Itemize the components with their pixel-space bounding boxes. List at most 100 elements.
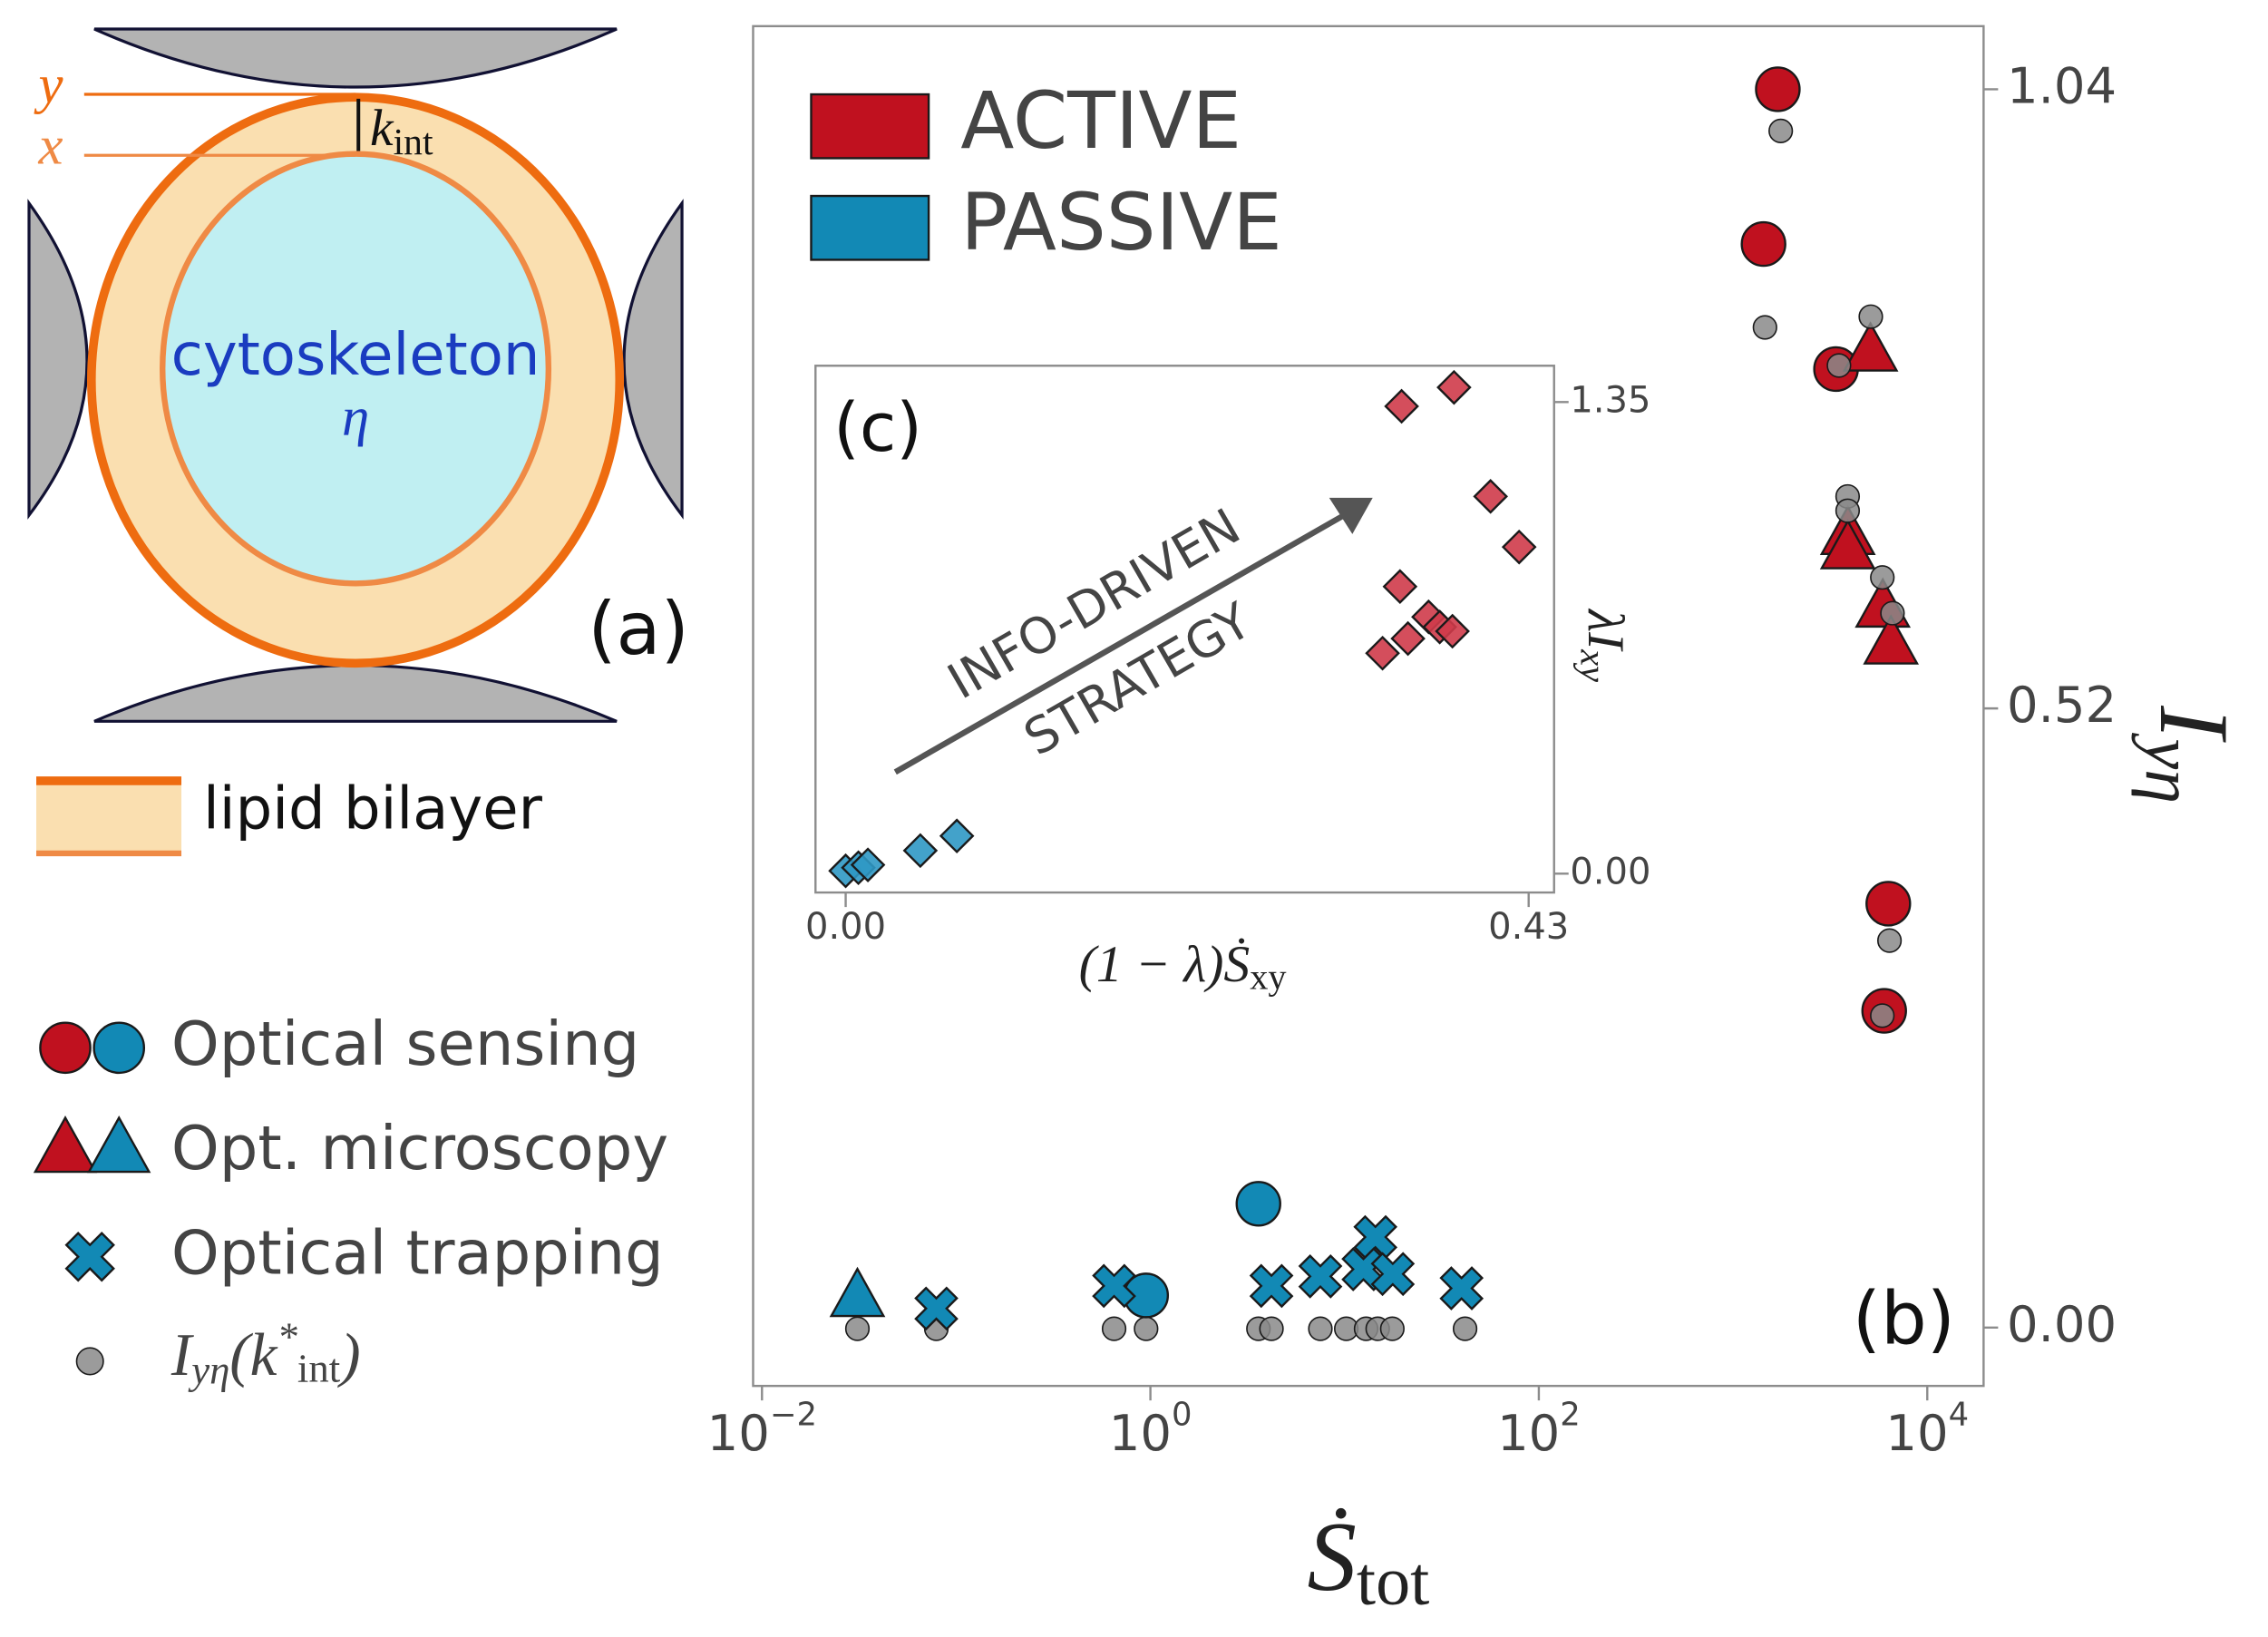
cross-marker	[1249, 1263, 1294, 1309]
dot-marker	[1768, 118, 1794, 143]
panel-a-label: (a)	[588, 587, 688, 671]
dot-marker	[1259, 1316, 1284, 1341]
panel-label: (c)	[833, 390, 922, 467]
legend-label: ACTIVE	[960, 76, 1241, 167]
bilayer-label: lipid bilayer	[203, 776, 543, 843]
x-axis-label: (1 − λ)Ṡxy	[1079, 936, 1287, 998]
diamond-marker	[1384, 388, 1419, 424]
x-tick-label: 10−2	[707, 1397, 817, 1463]
y-axis-label: λIxy	[1572, 608, 1634, 682]
legend-label: Opt. microscopy	[171, 1113, 668, 1184]
dot-marker	[1870, 1003, 1895, 1028]
y-axis-label: Iyη	[2131, 705, 2249, 804]
legend-label: PASSIVE	[960, 178, 1282, 268]
inner-membrane	[160, 151, 552, 587]
dot-marker	[75, 1347, 104, 1376]
panel-a: y x kint cytoskeleton η (a) lipid bilaye…	[27, 27, 689, 857]
dot-marker	[1101, 1316, 1127, 1341]
cross-marker	[1298, 1254, 1343, 1299]
x-tick-text: 10	[1109, 1405, 1172, 1462]
legend-label: Iyη(k*int)	[170, 1314, 361, 1393]
cross-marker	[1370, 1252, 1416, 1297]
k-label: kint	[370, 100, 433, 161]
circle-marker	[92, 1021, 146, 1075]
legend-label: Optical trapping	[171, 1217, 664, 1288]
x-tick-label: 100	[1109, 1397, 1192, 1463]
legend-label: Optical sensing	[171, 1009, 640, 1079]
x-tick-text: 10	[707, 1405, 770, 1462]
circle-marker	[1235, 1181, 1281, 1227]
cross-marker	[1341, 1247, 1386, 1291]
dot-marker	[1880, 600, 1905, 626]
legend-swatch	[810, 194, 930, 261]
dot-marker	[1752, 315, 1777, 340]
diamond-marker	[1501, 529, 1537, 565]
dot-marker	[1308, 1316, 1333, 1341]
legend-swatch	[810, 93, 930, 160]
x-tick-label: 0.43	[1488, 906, 1569, 948]
diamond-marker	[939, 818, 975, 854]
y-label-base: I	[2139, 705, 2249, 743]
dot-marker	[1858, 304, 1884, 329]
x-tick-exp: 4	[1949, 1397, 1970, 1434]
diamond-marker	[850, 847, 886, 882]
x-tick-label: 102	[1497, 1397, 1581, 1463]
dot-marker	[1877, 928, 1903, 953]
top-probe	[93, 27, 618, 89]
y-label-sub: yη	[2131, 732, 2207, 804]
diamond-marker	[1390, 620, 1426, 657]
x-tick-exp: −2	[770, 1397, 817, 1434]
triangle-marker	[1842, 321, 1899, 372]
dot-marker	[1452, 1316, 1478, 1341]
x-tick-label: 0.00	[805, 906, 886, 948]
charts: 10−2 100 102 1040.000.521.04ṠtotIyη(b)ACTIV…	[33, 24, 2249, 1621]
dot-marker	[1870, 565, 1895, 590]
triangle-marker	[33, 1115, 98, 1174]
k-sub: int	[394, 121, 433, 162]
cross-marker	[1092, 1263, 1136, 1309]
x-tick-exp: 2	[1560, 1397, 1581, 1434]
y-tick-label: 1.04	[2007, 58, 2117, 115]
x-label-base: (1 − λ)Ṡ	[1079, 936, 1251, 993]
inner-symbol: η	[342, 387, 369, 448]
legend-label-part: int	[297, 1346, 341, 1391]
panel-label: (b)	[1853, 1276, 1955, 1360]
legend-label-part: I	[170, 1320, 194, 1389]
x-tick-text: 0.00	[805, 906, 886, 948]
cross-marker	[1439, 1266, 1484, 1311]
dot-marker	[844, 1316, 871, 1341]
strategy-arrow	[893, 511, 1348, 775]
x-label-sub: tot	[1357, 1544, 1429, 1621]
diamond-marker	[1436, 369, 1472, 405]
circle-marker	[39, 1021, 92, 1075]
dot-marker	[1826, 353, 1852, 378]
legend-label-part: )	[336, 1320, 360, 1389]
diamond-marker	[1382, 569, 1418, 604]
x-label-base: Ṡ	[1308, 1502, 1357, 1612]
dot-marker	[1835, 498, 1861, 523]
k-base: k	[370, 100, 394, 157]
y-tick-label: 0.00	[1570, 851, 1650, 892]
triangle-marker	[829, 1266, 886, 1318]
x-tick-text: 0.43	[1488, 906, 1569, 948]
dot-marker	[1379, 1316, 1405, 1341]
x-axis-label: Ṡtot	[1308, 1502, 1430, 1620]
circle-marker	[1740, 220, 1786, 268]
x-label: x	[38, 115, 63, 176]
inner-label: cytoskeleton	[171, 322, 540, 389]
cross-marker	[914, 1286, 959, 1331]
y-label-base: λI	[1577, 608, 1634, 652]
x-label-sub: xy	[1250, 957, 1286, 998]
cross-marker	[64, 1232, 115, 1282]
x-tick-exp: 0	[1172, 1397, 1192, 1434]
y-tick-label: 0.52	[2007, 677, 2117, 734]
y-label: y	[34, 54, 64, 115]
triangle-marker	[1819, 519, 1876, 570]
y-tick-label: 0.00	[2007, 1296, 2117, 1353]
legend-label-part: *	[277, 1314, 298, 1359]
triangle-marker	[87, 1115, 151, 1174]
diamond-marker	[902, 833, 939, 869]
legend-label-part: yη	[188, 1348, 229, 1393]
circle-marker	[1755, 66, 1801, 112]
